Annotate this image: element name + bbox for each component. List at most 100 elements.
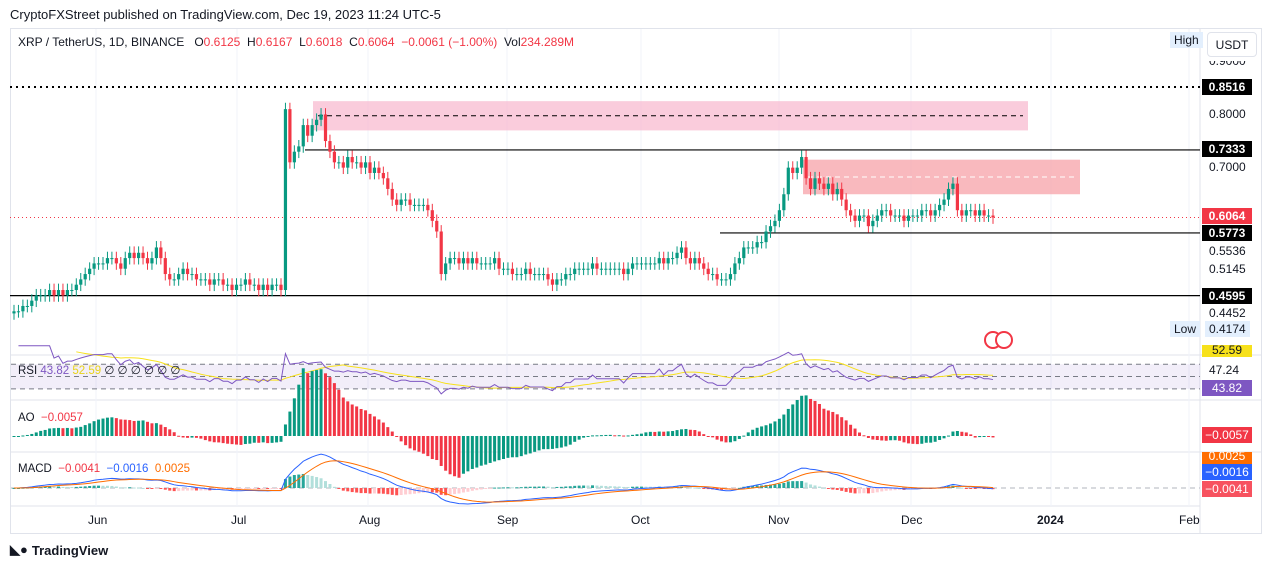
candle-body: [595, 263, 599, 269]
candle-body: [826, 183, 830, 189]
ao-bar: [524, 436, 528, 455]
candle-body: [564, 274, 568, 280]
candle-body: [83, 274, 87, 280]
macd-hist-bar: [457, 488, 461, 494]
ao-bar: [159, 424, 163, 436]
candle-body: [622, 268, 626, 275]
ao-bar: [199, 436, 203, 439]
candle-body: [653, 263, 657, 265]
macd-hist-bar: [622, 486, 626, 488]
ao-bar: [684, 428, 688, 436]
currency-button[interactable]: USDT: [1207, 32, 1257, 57]
candle-body: [243, 279, 247, 285]
tradingview-logo[interactable]: ◣● TradingView: [10, 542, 108, 558]
candle-body: [493, 258, 497, 264]
candle-body: [639, 263, 644, 265]
ao-bar: [924, 436, 928, 443]
ao-bar: [769, 423, 772, 436]
ao-bar: [332, 383, 336, 436]
macd-hist-bar: [310, 475, 314, 488]
candle-body: [497, 258, 501, 269]
candle-body: [417, 204, 421, 206]
rsi-ma-value: 52.59: [72, 365, 102, 377]
ao-bar: [537, 436, 541, 451]
ao-bar: [906, 436, 910, 444]
candle-body: [297, 146, 301, 152]
candle-body: [261, 284, 265, 291]
candle-body: [573, 268, 577, 275]
chart-frame[interactable]: [10, 28, 1262, 534]
macd-hist-bar: [168, 488, 172, 491]
candle-body: [955, 183, 959, 211]
macd-hist-bar: [65, 486, 69, 488]
ao-bar: [978, 436, 982, 438]
candle-body: [840, 188, 844, 200]
candle-body: [702, 263, 706, 269]
candle-body: [30, 300, 34, 306]
ao-bar: [141, 420, 145, 436]
candle-body: [884, 210, 888, 212]
macd-hist-bar: [74, 486, 78, 488]
macd-hist-bar: [693, 487, 697, 489]
symbol[interactable]: XRP / TetherUS, 1D, BINANCE: [18, 35, 185, 49]
ao-bar: [955, 431, 959, 436]
candle-body: [61, 290, 65, 296]
candle-body: [221, 279, 225, 285]
ao-legend: AO −0.0057: [18, 412, 83, 424]
macd-hist-bar: [141, 487, 145, 489]
ao-bar: [591, 435, 594, 437]
ao-bar: [288, 411, 292, 436]
macd-hist-bar: [635, 486, 639, 488]
macd-hist-bar: [146, 488, 149, 489]
time-tick: Jul: [231, 513, 247, 527]
candle-body: [715, 274, 719, 280]
ao-bar: [760, 426, 764, 436]
candle-body: [34, 295, 38, 301]
ao-bar: [30, 433, 34, 436]
ao-bar: [533, 436, 537, 452]
macd-hist-bar: [898, 488, 902, 490]
macd-hist-bar: [301, 473, 305, 488]
ao-bar: [123, 419, 127, 436]
candle-body: [844, 199, 848, 211]
macd-hist-bar: [537, 486, 541, 488]
candle-body: [426, 204, 430, 211]
ao-bar: [697, 431, 701, 436]
candle-body: [768, 226, 773, 232]
candle-body: [16, 311, 21, 313]
ao-bar: [782, 414, 786, 436]
ao-bar: [639, 433, 643, 436]
macd-hist-bar: [555, 486, 559, 488]
ao-bar: [915, 436, 919, 445]
candle-body: [590, 263, 595, 269]
ao-bar: [283, 424, 287, 436]
macd-hist-bar: [559, 486, 563, 488]
ao-bar: [626, 435, 630, 437]
candle-body: [795, 167, 799, 173]
candle-body: [679, 247, 684, 253]
candle-body: [706, 268, 710, 275]
candle-body: [323, 114, 328, 142]
candle-body: [938, 204, 942, 211]
candle-body: [123, 258, 127, 269]
candle-body: [408, 199, 412, 205]
candle-body: [119, 263, 123, 269]
candle-body: [377, 167, 381, 173]
candle-body: [368, 162, 372, 173]
ao-bar: [48, 428, 52, 436]
macd-hist-bar: [626, 486, 630, 488]
ao-bar: [132, 420, 136, 436]
macd-hist-bar: [871, 488, 875, 494]
macd-hist-bar: [791, 481, 795, 488]
candle-body: [350, 157, 354, 163]
ao-bar: [488, 436, 492, 463]
ao-bar: [813, 400, 817, 436]
macd-hist-bar: [475, 488, 479, 491]
ao-bar: [426, 436, 430, 457]
candle-body: [470, 258, 474, 264]
macd-hist-bar: [444, 488, 448, 496]
candle-body: [475, 258, 479, 264]
macd-hist-bar: [275, 488, 279, 489]
candle-body: [978, 210, 982, 216]
